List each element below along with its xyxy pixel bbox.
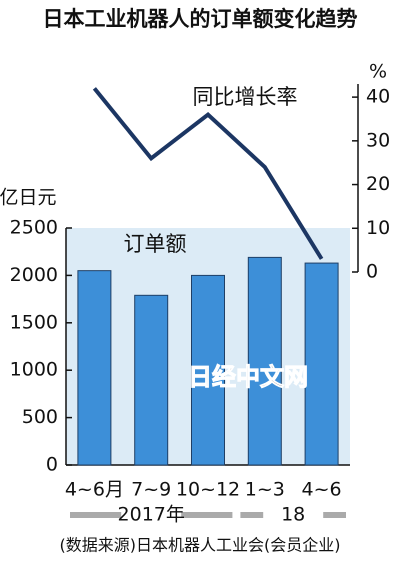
- group-label-bg: [121, 503, 182, 527]
- chart-title: 日本工业机器人的订单额变化趋势: [43, 7, 358, 31]
- series-label: 订单额: [124, 232, 187, 256]
- series-label: 同比增长率: [193, 85, 298, 109]
- bar: [304, 262, 339, 466]
- source: (数据来源)日本机器人工业会(会员企业): [60, 536, 341, 555]
- y-tick-label: 1000: [10, 359, 58, 381]
- x-tick-label: 7~9: [131, 479, 171, 501]
- group-label: 18: [281, 504, 305, 526]
- y-tick-label: 0: [46, 454, 58, 476]
- y2-tick-label: 40: [366, 86, 390, 108]
- line: [92, 87, 324, 260]
- y-tick-label: 1500: [10, 311, 58, 333]
- y-unit: 亿日元: [0, 187, 57, 209]
- group-label: 2017年: [118, 504, 185, 526]
- x-tick-label: 10~12: [176, 479, 240, 501]
- bar: [191, 274, 225, 466]
- y2-tick-label: 20: [366, 173, 390, 195]
- y2-tick-label: 0: [366, 261, 378, 283]
- bar: [247, 256, 282, 466]
- x-tick-label: 1~3: [245, 479, 285, 501]
- bar: [77, 270, 112, 466]
- x-tick-label: 4~6: [302, 479, 342, 501]
- bar: [134, 294, 169, 466]
- y2-tick-label: 30: [366, 129, 390, 151]
- y2-unit: %: [369, 61, 387, 83]
- y-tick-label: 2500: [10, 217, 58, 239]
- watermark: 日经中文网: [188, 363, 308, 391]
- y-tick-label: 2000: [10, 264, 58, 286]
- x-tick-label: 4~6月: [65, 479, 124, 501]
- group-label-bg: [263, 503, 324, 527]
- y2-tick-label: 10: [366, 217, 390, 239]
- y-tick-label: 500: [22, 406, 58, 428]
